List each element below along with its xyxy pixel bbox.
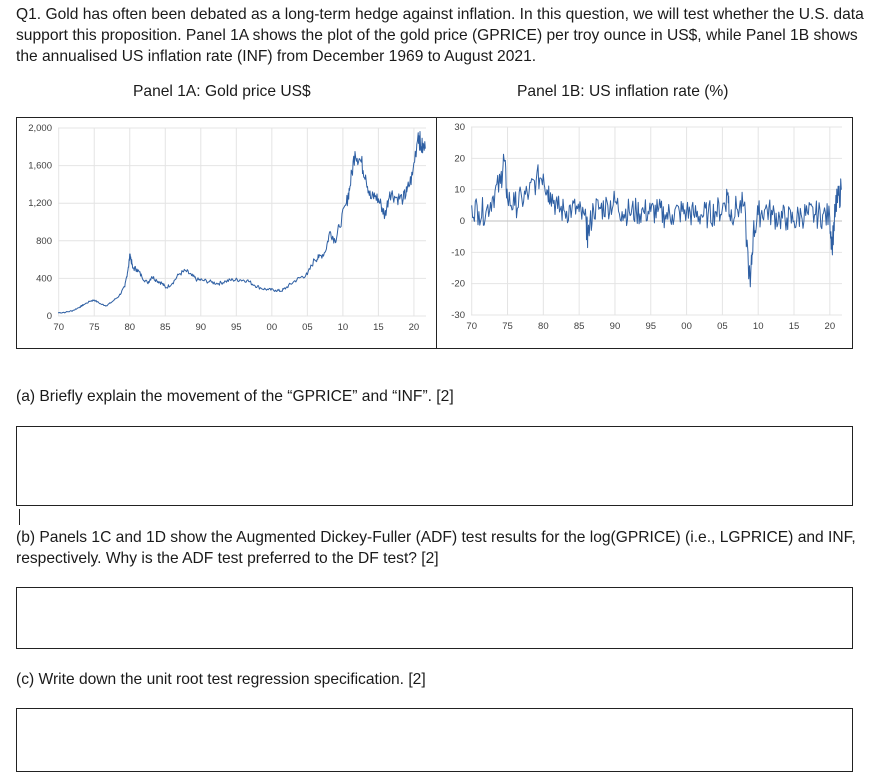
- part-a-text: (a) Briefly explain the movement of the …: [16, 388, 454, 405]
- x-tick-label: 90: [196, 322, 207, 333]
- part-b-text: (b) Panels 1C and 1D show the Augmented …: [16, 529, 856, 567]
- y-tick-label: 1,200: [28, 198, 52, 209]
- x-tick-label: 05: [717, 321, 728, 332]
- x-tick-label: 75: [89, 322, 100, 333]
- y-tick-label: -30: [451, 310, 465, 321]
- charts-divider: [436, 117, 437, 349]
- y-tick-label: -20: [451, 279, 465, 290]
- y-tick-label: 0: [460, 216, 465, 227]
- y-tick-label: 400: [36, 273, 52, 284]
- part-c-answer-box[interactable]: [16, 708, 853, 772]
- x-tick-label: 85: [574, 321, 585, 332]
- panel-1b-title: Panel 1B: US inflation rate (%): [517, 83, 729, 100]
- x-tick-label: 95: [231, 322, 242, 333]
- x-tick-label: 70: [466, 321, 477, 332]
- x-tick-label: 20: [825, 321, 836, 332]
- inflation-rate-chart: 70 75 80 85 90 95 00 05 10 15 20 -30 -20 -10 0 10 20 30: [451, 122, 842, 332]
- x-tick-label: 00: [267, 322, 278, 333]
- x-tick-label: 05: [302, 322, 313, 333]
- x-tick-label: 90: [610, 321, 621, 332]
- y-tick-label: 1,600: [28, 161, 52, 172]
- series-line: [471, 153, 842, 288]
- x-tick-label: 15: [789, 321, 800, 332]
- y-tick-label: 2,000: [28, 123, 52, 134]
- y-tick-label: 0: [47, 311, 52, 322]
- part-a-answer-box[interactable]: [16, 426, 853, 506]
- part-c-text: (c) Write down the unit root test regres…: [16, 671, 426, 688]
- panel-1a-title: Panel 1A: Gold price US$: [133, 83, 311, 100]
- charts-frame: [16, 117, 853, 349]
- x-tick-label: 80: [538, 321, 549, 332]
- x-tick-label: 20: [409, 322, 420, 333]
- x-tick-label: 95: [645, 321, 656, 332]
- y-tick-label: 800: [36, 236, 52, 247]
- y-tick-label: 20: [454, 153, 465, 164]
- x-tick-label: 70: [53, 322, 64, 333]
- x-tick-label: 75: [502, 321, 513, 332]
- x-tick-label: 85: [160, 322, 171, 333]
- y-tick-label: 10: [454, 185, 465, 196]
- gold-price-chart: 70 75 80 85 90 95 00 05 10 15 20 0 400 800 1,200 1,600 2…: [28, 123, 426, 333]
- text-cursor: [19, 509, 20, 525]
- question-intro: Q1. Gold has often been debated as a lon…: [16, 6, 864, 65]
- series-line: [58, 131, 426, 314]
- y-tick-label: 30: [454, 122, 465, 133]
- x-tick-label: 00: [681, 321, 692, 332]
- x-tick-label: 80: [124, 322, 135, 333]
- y-tick-label: -10: [451, 247, 465, 258]
- x-tick-label: 15: [373, 322, 384, 333]
- part-b-answer-box[interactable]: [16, 587, 853, 649]
- x-tick-label: 10: [338, 322, 349, 333]
- x-tick-label: 10: [753, 321, 764, 332]
